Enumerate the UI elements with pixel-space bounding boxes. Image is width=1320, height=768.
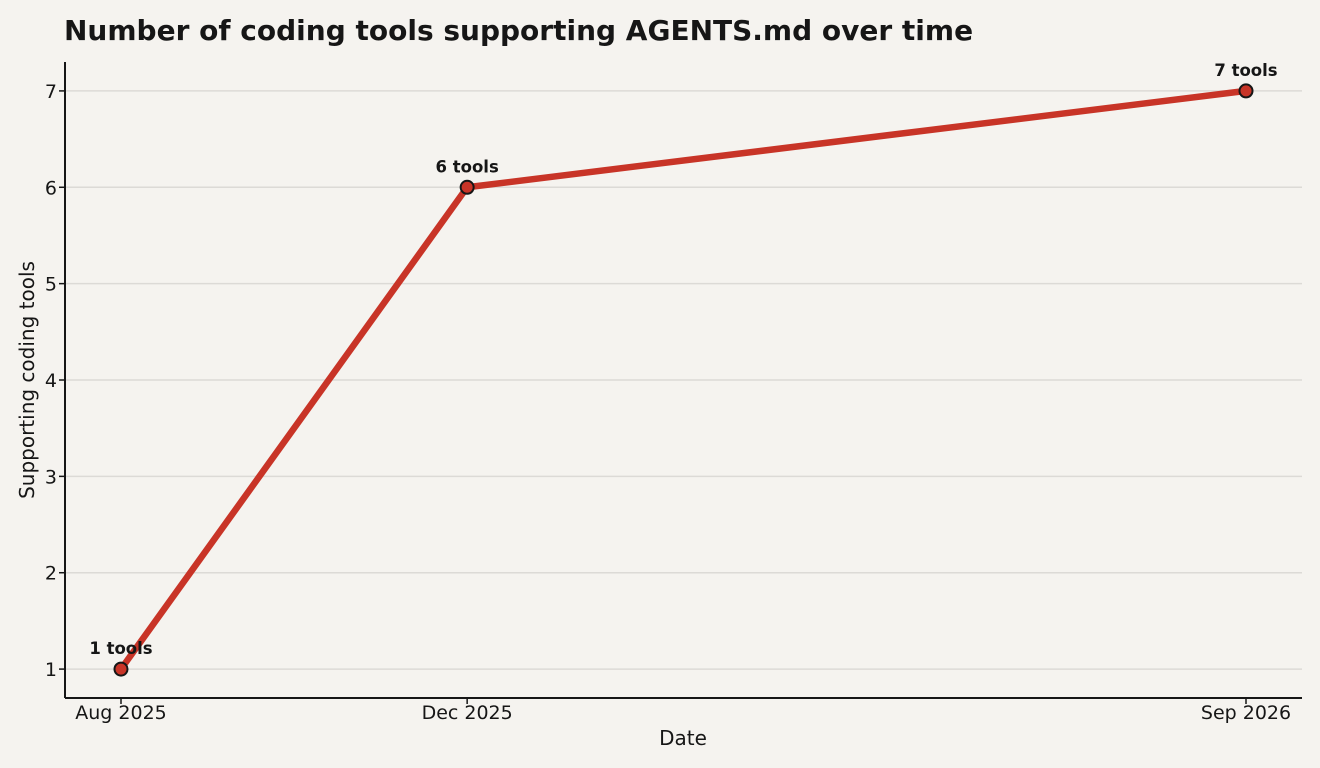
y-tick-label-1: 1 [45, 659, 57, 681]
y-tick-label-6: 6 [45, 177, 57, 199]
x-axis-label: Date [659, 726, 707, 750]
y-axis-label: Supporting coding tools [15, 261, 39, 499]
x-tick-label-2: Sep 2026 [1201, 702, 1291, 724]
data-label-1: 6 tools [436, 157, 499, 176]
x-tick-label-0: Aug 2025 [75, 702, 167, 724]
y-tick-label-4: 4 [45, 370, 57, 392]
y-tick-label-5: 5 [45, 274, 57, 296]
y-tick-label-7: 7 [45, 81, 57, 103]
label-layer: 1 tools 6 tools 7 tools [89, 61, 1277, 658]
data-point-0 [113, 661, 129, 677]
grid-layer [65, 90, 1302, 670]
axis-layer: 1 2 3 4 5 6 7 Aug 2025 Dec 2025 Sep 2026 [45, 62, 1302, 724]
data-point-2 [1238, 83, 1254, 99]
y-tick-label-3: 3 [45, 466, 57, 488]
y-tick-label-2: 2 [45, 563, 57, 585]
series-layer [113, 83, 1254, 677]
x-tick-label-1: Dec 2025 [422, 702, 513, 724]
data-label-0: 1 tools [89, 639, 152, 658]
data-point-1 [459, 179, 475, 195]
chart-title: Number of coding tools supporting AGENTS… [64, 14, 973, 47]
data-label-2: 7 tools [1214, 61, 1277, 80]
